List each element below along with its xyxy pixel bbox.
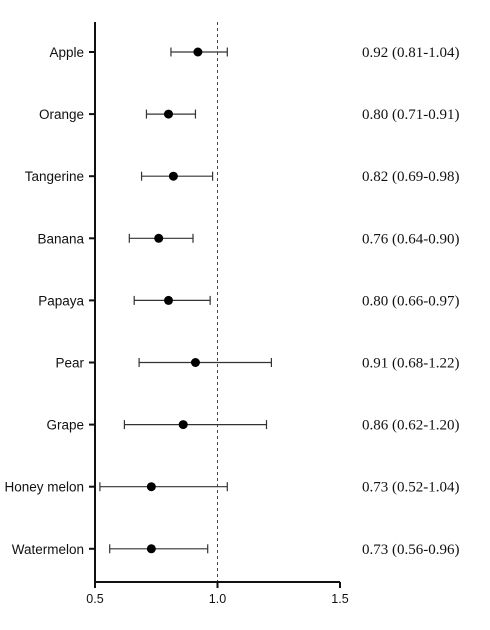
axis-layer: 0.5 1.0 1.5 [86, 22, 349, 606]
category-label: Banana [37, 231, 84, 246]
estimate-text-layer: 0.92 (0.81-1.04) 0.80 (0.71-0.91) 0.82 (0.… [362, 45, 460, 558]
point-estimate [190, 358, 200, 367]
estimate-text: 0.91 (0.68-1.22) [362, 356, 460, 372]
point-estimate [164, 295, 173, 305]
category-label: Grape [46, 418, 84, 433]
point-estimate [154, 233, 164, 243]
estimate-text: 0.92 (0.81-1.04) [362, 45, 460, 61]
point-estimate [178, 420, 188, 430]
estimate-text: 0.76 (0.64-0.90) [362, 231, 460, 247]
point-estimate [193, 47, 203, 57]
category-label: Orange [39, 107, 84, 122]
category-label: Watermelon [12, 542, 84, 557]
confidence-interval-layer [99, 47, 272, 554]
category-label: Honey melon [4, 480, 84, 495]
x-tick-label: 0.5 [86, 592, 103, 606]
point-estimate [168, 171, 178, 181]
category-label: Apple [49, 45, 84, 60]
estimate-text: 0.80 (0.66-0.97) [362, 293, 460, 309]
estimate-text: 0.82 (0.69-0.98) [362, 169, 460, 185]
point-estimate [164, 109, 173, 119]
point-estimate [146, 482, 156, 492]
estimate-text: 0.73 (0.52-1.04) [362, 480, 460, 496]
category-label: Pear [55, 356, 84, 371]
category-label: Papaya [38, 293, 84, 308]
estimate-text: 0.86 (0.62-1.20) [362, 418, 460, 434]
estimate-text: 0.73 (0.56-0.96) [362, 542, 460, 558]
point-estimate-layer [146, 47, 203, 554]
estimate-text: 0.80 (0.71-0.91) [362, 107, 460, 123]
category-label: Tangerine [25, 169, 84, 184]
point-estimate [146, 544, 156, 554]
x-tick-label: 1.0 [209, 592, 226, 606]
category-label-layer: Apple Orange Tangerine Banana Papaya Pear Grap… [4, 45, 84, 557]
x-tick-label: 1.5 [331, 592, 348, 606]
